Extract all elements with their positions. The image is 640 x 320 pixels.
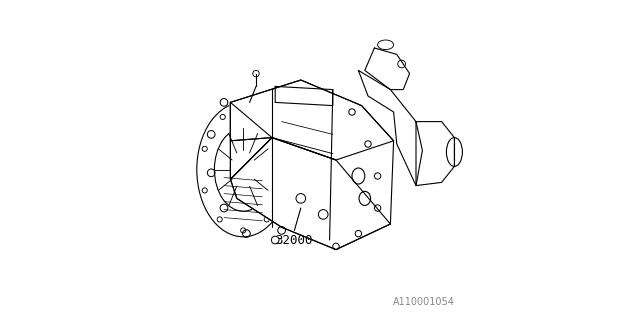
Polygon shape (230, 80, 394, 160)
Polygon shape (230, 102, 272, 179)
Polygon shape (230, 138, 390, 250)
Polygon shape (275, 86, 333, 106)
Polygon shape (230, 80, 394, 250)
Text: 32000: 32000 (276, 234, 313, 246)
Polygon shape (358, 70, 422, 186)
Polygon shape (365, 48, 410, 90)
Polygon shape (416, 122, 454, 186)
Text: A110001054: A110001054 (392, 297, 454, 307)
